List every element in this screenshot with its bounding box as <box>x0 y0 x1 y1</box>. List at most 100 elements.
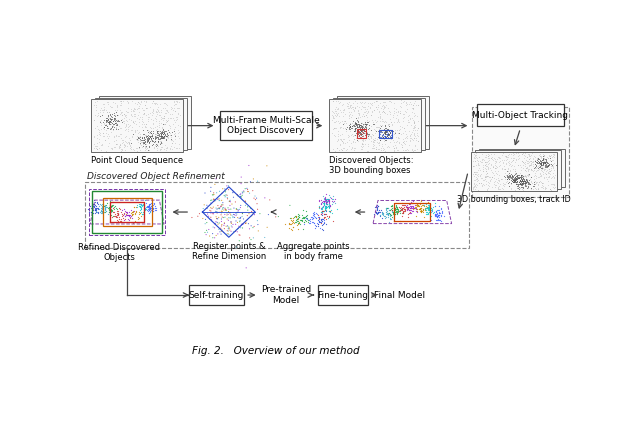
Point <box>140 123 150 130</box>
Point <box>505 168 515 175</box>
Point <box>518 150 529 157</box>
Point <box>326 195 337 202</box>
Point <box>486 176 496 183</box>
Point <box>120 111 131 118</box>
Point <box>406 134 416 141</box>
Point <box>89 203 99 210</box>
Point <box>472 168 482 175</box>
Point <box>416 197 426 204</box>
Point <box>206 209 216 216</box>
Point <box>518 172 528 180</box>
Point <box>130 117 140 125</box>
Point <box>372 201 382 208</box>
Point <box>535 153 545 160</box>
Point <box>244 225 255 232</box>
Point <box>424 209 434 216</box>
Point <box>548 180 559 187</box>
Point <box>374 137 385 144</box>
Point <box>223 211 233 218</box>
Point <box>360 118 371 125</box>
Point <box>217 221 227 228</box>
Point <box>516 180 527 187</box>
Point <box>104 140 115 147</box>
Point <box>91 209 101 216</box>
Point <box>375 100 385 107</box>
Point <box>362 122 372 129</box>
Point <box>379 119 389 126</box>
Point <box>406 130 417 137</box>
Point <box>371 209 381 216</box>
Point <box>321 205 332 212</box>
Point <box>349 128 359 135</box>
Point <box>369 138 380 145</box>
Point <box>377 210 387 217</box>
Point <box>225 202 235 209</box>
Point <box>481 177 492 184</box>
Point <box>106 104 116 111</box>
Point <box>308 220 319 227</box>
Point <box>486 166 496 173</box>
Point <box>97 205 107 213</box>
Point <box>155 147 165 154</box>
Point <box>166 135 176 142</box>
Point <box>321 199 331 206</box>
Point <box>360 121 371 128</box>
Point <box>429 208 439 215</box>
Point <box>523 173 533 180</box>
Point <box>110 202 120 209</box>
Point <box>200 216 211 223</box>
Point <box>343 103 353 110</box>
Point <box>134 102 145 109</box>
Point <box>500 165 510 172</box>
Point <box>143 135 154 142</box>
Point <box>136 202 146 209</box>
Point <box>116 111 127 118</box>
Point <box>515 180 525 187</box>
Point <box>319 207 329 214</box>
Point <box>330 199 340 206</box>
Point <box>375 127 385 134</box>
Point <box>349 119 360 126</box>
Point <box>412 131 422 138</box>
Point <box>429 211 440 218</box>
Point <box>537 184 547 191</box>
Point <box>214 195 224 202</box>
Point <box>115 97 125 104</box>
Point <box>526 160 536 167</box>
Point <box>161 128 171 135</box>
Point <box>172 132 182 139</box>
Point <box>544 161 554 168</box>
Point <box>95 113 105 120</box>
Point <box>495 162 506 169</box>
Point <box>406 205 417 212</box>
Point <box>492 171 502 178</box>
Point <box>500 180 511 187</box>
Point <box>342 101 353 108</box>
Point <box>211 232 221 239</box>
Bar <box>333 98 425 150</box>
Point <box>351 124 361 131</box>
Point <box>543 161 554 168</box>
Point <box>360 123 370 130</box>
Point <box>122 126 132 133</box>
Point <box>541 173 551 180</box>
Point <box>157 132 167 139</box>
Point <box>513 180 523 187</box>
Point <box>384 130 394 137</box>
Point <box>157 134 167 141</box>
Point <box>90 140 100 147</box>
Point <box>332 110 342 117</box>
Point <box>530 164 540 171</box>
Point <box>401 130 412 137</box>
Point <box>238 221 248 228</box>
Point <box>519 176 529 183</box>
Point <box>539 166 549 173</box>
Point <box>214 197 224 204</box>
Point <box>335 142 346 149</box>
Point <box>159 128 169 135</box>
Point <box>536 152 546 159</box>
Point <box>99 132 109 139</box>
Point <box>390 129 401 136</box>
Point <box>387 132 397 139</box>
Point <box>319 195 330 202</box>
